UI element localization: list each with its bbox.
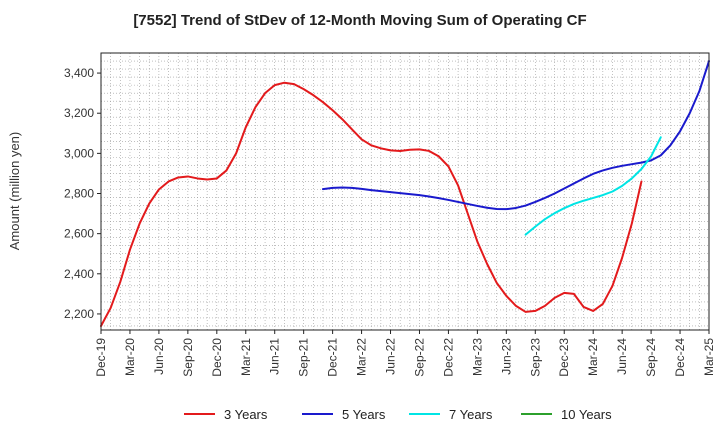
- x-tick-label: Sep-20: [181, 338, 195, 377]
- x-tick-label: Mar-21: [239, 338, 253, 376]
- x-tick-label: Jun-24: [615, 338, 629, 375]
- legend-label-7-years: 7 Years: [449, 407, 493, 422]
- series-line-7-years: [524, 136, 662, 236]
- y-tick-label: 3,400: [64, 66, 94, 80]
- plot-frame: [100, 52, 710, 331]
- x-tick-label: Sep-22: [412, 338, 426, 377]
- y-tick-label: 2,200: [64, 307, 94, 321]
- y-tick-label: 2,400: [64, 267, 94, 281]
- legend-label-3-years: 3 Years: [224, 407, 268, 422]
- x-tick-label: Dec-23: [557, 338, 571, 377]
- series-layer: [100, 60, 710, 327]
- y-tick-label: 2,600: [64, 227, 94, 241]
- x-tick-label: Sep-24: [644, 338, 658, 377]
- x-tick-label: Mar-22: [355, 338, 369, 376]
- x-tick-label: Sep-21: [297, 338, 311, 377]
- x-tick-label: Jun-21: [268, 338, 282, 375]
- y-axis-ticks: 2,200 2,400 2,600 2,800 3,000 3,200 3,400: [64, 66, 101, 321]
- x-axis-ticks: Dec-19 Mar-20 Jun-20 Sep-20 Dec-20 Mar-21 Jun-…: [94, 330, 716, 377]
- chart-title: [7552] Trend of StDev of 12-Month Moving…: [133, 12, 587, 29]
- legend-label-10-years: 10 Years: [561, 407, 612, 422]
- x-tick-label: Mar-24: [586, 338, 600, 376]
- x-tick-label: Dec-22: [441, 338, 455, 377]
- series-line-3-years: [100, 81, 643, 327]
- y-tick-label: 3,200: [64, 106, 94, 120]
- x-tick-label: Jun-20: [152, 338, 166, 375]
- x-tick-label: Mar-23: [470, 338, 484, 376]
- x-tick-label: Dec-19: [94, 338, 108, 377]
- legend-label-5-years: 5 Years: [342, 407, 386, 422]
- x-tick-label: Jun-22: [384, 338, 398, 375]
- y-tick-label: 2,800: [64, 187, 94, 201]
- x-tick-label: Mar-25: [702, 338, 716, 376]
- legend: 3 Years 5 Years 7 Years 10 Years: [184, 407, 612, 422]
- x-tick-label: Dec-21: [326, 338, 340, 377]
- x-tick-label: Sep-23: [528, 338, 542, 377]
- x-tick-label: Dec-24: [673, 338, 687, 377]
- x-tick-label: Mar-20: [123, 338, 137, 376]
- plot-area: [101, 53, 709, 330]
- y-tick-label: 3,000: [64, 146, 94, 160]
- y-axis-label: Amount (million yen): [7, 132, 22, 251]
- x-tick-label: Dec-20: [210, 338, 224, 377]
- x-tick-label: Jun-23: [499, 338, 513, 375]
- series-line-5-years: [321, 60, 710, 211]
